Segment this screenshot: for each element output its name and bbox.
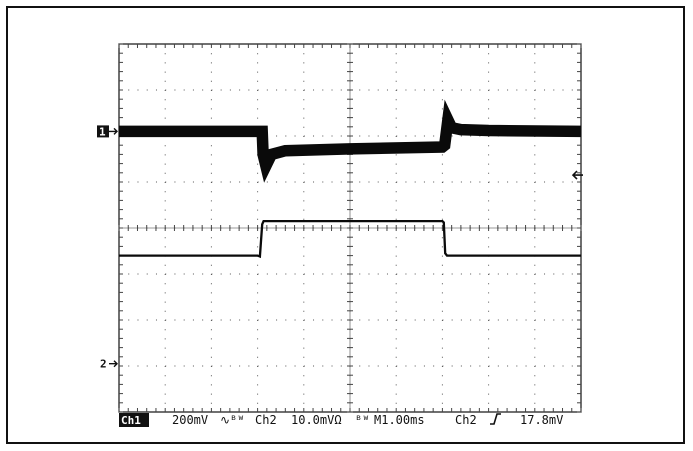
ch1-tag-bg	[119, 413, 149, 427]
ch2-coupling-icon: ᴮᵂ	[355, 413, 369, 427]
traces	[119, 99, 582, 259]
trace-ch2	[119, 219, 581, 259]
ch1-coupling-icon: ∿ᴮᵂ	[220, 413, 245, 427]
channel-markers: 12	[97, 125, 583, 371]
ch1-scale: 200mV	[172, 413, 208, 427]
rising-edge-icon	[490, 413, 501, 425]
trigger-level: 17.8mV	[520, 413, 563, 427]
ch1-ground-marker-bg	[97, 125, 109, 138]
ch1-ground-marker-label: 1	[99, 125, 106, 138]
ground-marker-arrow-icon	[109, 127, 118, 135]
time-scale: M1.00ms	[374, 413, 425, 427]
trigger-level-arrow-icon	[571, 170, 583, 180]
graticule	[118, 43, 582, 413]
ch1-tag: Ch1	[121, 414, 141, 427]
trace-ch1	[119, 99, 582, 183]
ch2-ground-marker-label: 2	[100, 358, 107, 371]
ch2-tag: Ch2	[255, 413, 277, 427]
readout-bar: Ch1 200mV ∿ᴮᵂ Ch2 10.0mVΩ ᴮᵂ M1.00ms Ch2…	[119, 413, 563, 427]
trigger-source: Ch2	[455, 413, 477, 427]
ch2-scale: 10.0mVΩ	[291, 413, 342, 427]
ground-marker-arrow-icon	[109, 360, 118, 368]
